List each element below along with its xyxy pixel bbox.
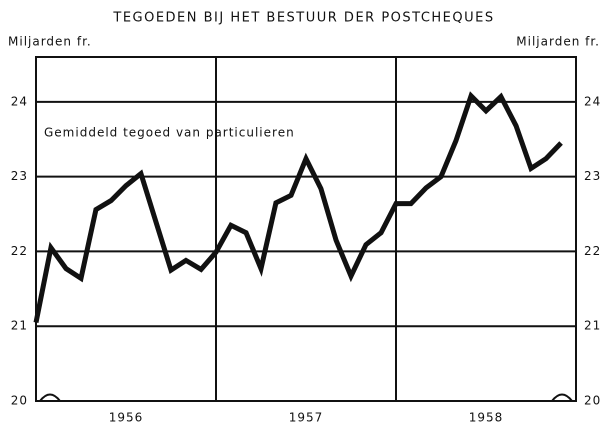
y-tick-label: 23 [11,169,28,183]
y-tick-label: 20 [11,394,28,408]
y-axis-label: Miljarden fr. [8,35,92,49]
plot-frame [35,56,577,402]
y2-tick-label: 23 [584,169,601,183]
y-tick-label: 22 [11,244,28,258]
axis-decoration [39,393,573,402]
y2-axis-label: Miljarden fr. [516,35,600,49]
y2-tick-label: 22 [584,244,601,258]
x-tick-label: 1958 [469,411,504,425]
y-tick-label: 24 [11,94,28,108]
y2-tick-label: 24 [584,94,601,108]
annotation: Gemiddeld tegoed van particulieren [44,126,295,140]
data-line [33,91,563,323]
y2-tick-label: 20 [584,394,601,408]
x-tick-label: 1957 [289,411,324,425]
chart-title: TEGOEDEN BIJ HET BESTUUR DER POSTCHEQUES [112,11,494,26]
y-tick-label: 21 [11,319,28,333]
x-tick-label: 1956 [109,411,144,425]
y2-tick-label: 21 [584,319,601,333]
